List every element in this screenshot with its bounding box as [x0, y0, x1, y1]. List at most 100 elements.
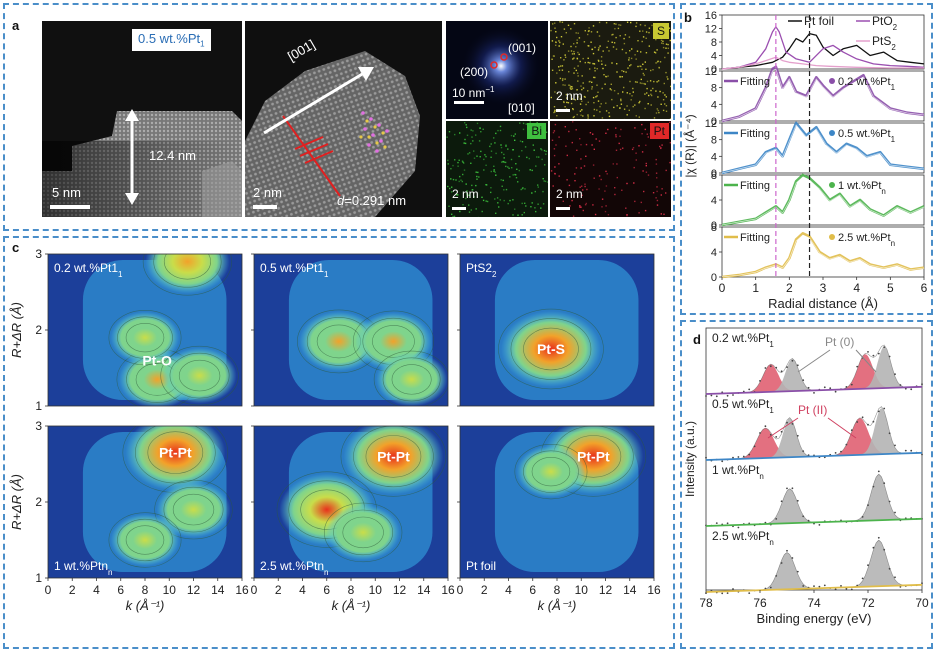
eds-dot [509, 176, 511, 178]
data-point [721, 460, 724, 463]
eds-dot [583, 41, 586, 43]
eds-dot [642, 36, 645, 38]
eds-dot [661, 42, 663, 44]
x-tick-label: 5 [887, 281, 894, 295]
eds-dot [647, 136, 649, 138]
eds-dot [550, 29, 552, 32]
eds-dot [554, 166, 556, 168]
eds-dot [637, 40, 639, 42]
x-tick-label: 10 [575, 583, 589, 597]
eds-dot [505, 165, 507, 168]
legend-label: 0.5 wt.%Pt1 [838, 128, 896, 144]
contour-line [172, 493, 215, 526]
legend-label: PtS2 [872, 34, 896, 52]
series-line [721, 56, 924, 70]
eds-dot [451, 213, 453, 215]
eds-dot [580, 167, 582, 169]
eds-dot [485, 164, 487, 166]
eds-dot [512, 149, 514, 151]
eds-dot [554, 172, 556, 175]
eds-dot [601, 198, 604, 200]
legend-label: Fitting [740, 128, 770, 140]
eds-dot [566, 179, 568, 181]
x-tick-label: 6 [323, 583, 330, 597]
contour-line [365, 435, 422, 478]
eds-dot [613, 23, 615, 25]
eds-dot [531, 169, 533, 172]
eds-dot [644, 24, 646, 27]
eds-dot [630, 99, 632, 101]
eds-dot [645, 68, 647, 70]
eds-dot [550, 96, 552, 99]
eds-dot [587, 45, 589, 47]
eds-dot [657, 80, 660, 82]
xps-peak [819, 418, 901, 457]
eds-dot [465, 197, 467, 200]
eds-dot [631, 148, 634, 151]
eds-dot [664, 94, 666, 96]
eds-dot [650, 104, 652, 106]
eds-dot [500, 146, 503, 149]
y-tick-label: 4 [711, 247, 717, 259]
x-tick-label: 2 [275, 583, 282, 597]
contour-line [323, 502, 403, 563]
eds-dot [587, 90, 589, 92]
eds-dot [595, 96, 597, 98]
data-point [737, 456, 740, 458]
data-point [791, 423, 794, 425]
eds-dot [604, 64, 607, 66]
data-point [877, 536, 880, 539]
eds-dot [472, 130, 474, 132]
eds-dot [520, 188, 522, 191]
eds-dot [483, 158, 485, 161]
eds-dot [473, 150, 475, 152]
panel-d-label: d [693, 332, 701, 347]
eds-dot [466, 193, 468, 195]
eds-dot [615, 134, 617, 136]
contour-line [142, 254, 233, 296]
eds-dot [451, 186, 453, 188]
y-tick-label: 4 [711, 195, 717, 207]
eds-dot [515, 163, 517, 165]
eds-dot [621, 70, 623, 72]
eds-dot [571, 86, 573, 88]
x-tick-label: 0 [719, 281, 726, 295]
eds-dot [587, 57, 589, 59]
eds-dot [664, 56, 666, 59]
eds-dot [536, 122, 538, 124]
eds-dot [596, 95, 598, 97]
data-point [796, 499, 799, 502]
eds-dot [501, 161, 503, 163]
eds-dot [592, 204, 594, 206]
eds-dot [540, 148, 542, 150]
eds-dot [537, 203, 539, 205]
eds-dot [555, 144, 557, 146]
eds-dot [572, 121, 574, 123]
data-point [748, 388, 751, 391]
eds-dot [623, 70, 625, 73]
eds-dot [648, 94, 650, 97]
contour-line [147, 431, 204, 474]
eds-dot [577, 65, 579, 67]
annotation-arrow [827, 417, 857, 439]
eds-dot [571, 53, 574, 55]
eds-dot [552, 185, 554, 187]
contour-line [108, 512, 182, 568]
eds-dot [604, 83, 606, 85]
eds-dot [581, 194, 583, 196]
eds-dot [626, 214, 628, 217]
eds-dot [554, 123, 557, 126]
eds-dot [468, 211, 471, 213]
data-point [883, 346, 886, 348]
eds-dot [606, 46, 608, 49]
y-tick-label: 2 [35, 495, 42, 509]
eds-dot [556, 115, 558, 117]
scalebar [454, 101, 484, 104]
eds-dot [621, 48, 624, 51]
eds-dot [626, 182, 628, 185]
eds-dot [662, 46, 665, 49]
eds-dot [554, 22, 556, 24]
heatmap-peak [110, 514, 180, 566]
eds-dot [644, 93, 646, 95]
eds-dot [572, 108, 574, 110]
